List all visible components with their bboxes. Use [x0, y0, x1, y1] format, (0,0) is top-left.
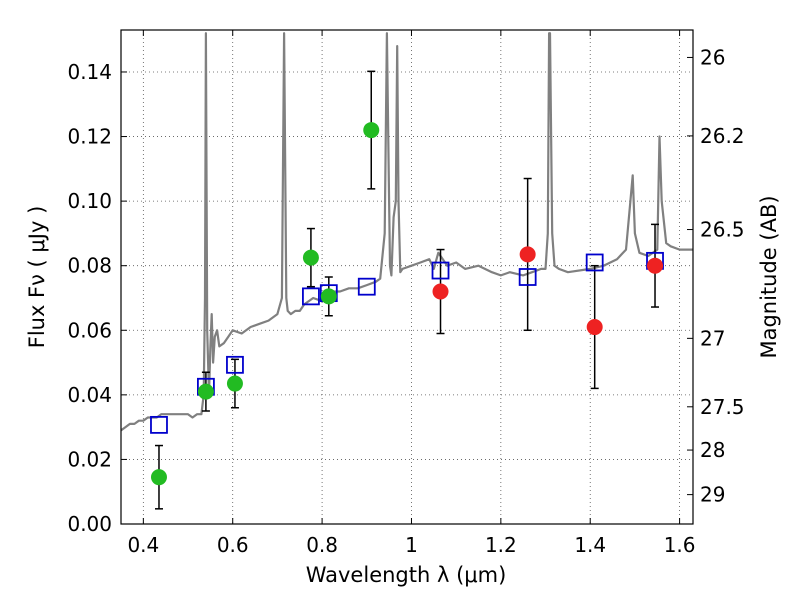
green-data-point: [363, 122, 380, 139]
y-tick-label: 0.06: [67, 318, 112, 342]
mag-tick-label: 26: [700, 45, 725, 69]
axis-ticks: 0.4 0.6 0.8 1 1.2 1.4 1.6 0.00 0.02 0.04 0.06 0.08 0…: [67, 30, 745, 557]
x-tick-label: 0.4: [127, 533, 159, 557]
x-tick-label: 0.6: [217, 533, 249, 557]
model-band-square: [357, 277, 376, 296]
model-band-square: [431, 261, 450, 280]
mag-tick-label: 26.5: [700, 218, 745, 242]
x-tick-label: 1: [405, 533, 418, 557]
model-band-square: [226, 355, 244, 374]
green-data-point: [197, 383, 214, 400]
green-data-point: [302, 249, 319, 266]
model-band-square: [518, 268, 537, 286]
red-data-point: [647, 257, 664, 274]
y-tick-label: 0.14: [67, 60, 112, 84]
y-axis-title: Flux Fν ( μJy ): [25, 206, 49, 349]
plot-area: [121, 32, 693, 510]
y-axis-right-title: Magnitude (AB): [757, 195, 781, 358]
x-tick-label: 1.4: [574, 533, 606, 557]
y-tick-label: 0.04: [67, 383, 112, 407]
model-band-square: [585, 253, 604, 272]
y-tick-label: 0.00: [67, 512, 112, 536]
x-axis-title: Wavelength λ (μm): [306, 563, 507, 587]
mag-tick-label: 28: [700, 438, 725, 462]
mag-tick-label: 26.2: [700, 124, 745, 148]
red-data-point: [586, 319, 603, 336]
mag-tick-label: 27: [700, 326, 725, 350]
y-tick-label: 0.02: [67, 447, 112, 471]
y-tick-label: 0.10: [67, 189, 112, 213]
model-band-square: [150, 415, 168, 434]
x-tick-label: 0.8: [306, 533, 338, 557]
model-spectrum-line: [121, 32, 693, 432]
green-data-point: [320, 288, 337, 305]
mag-tick-label: 27.5: [700, 395, 745, 419]
mag-tick-label: 29: [700, 483, 725, 507]
green-data-point: [150, 469, 167, 486]
y-tick-label: 0.08: [67, 254, 112, 278]
red-data-point: [519, 246, 536, 263]
x-tick-label: 1.6: [664, 533, 696, 557]
y-tick-label: 0.12: [67, 125, 112, 149]
model-band-square: [302, 287, 320, 306]
plot-frame: [120, 29, 694, 525]
x-tick-label: 1.2: [485, 533, 517, 557]
green-data-point: [226, 375, 243, 392]
red-data-point: [432, 283, 449, 300]
